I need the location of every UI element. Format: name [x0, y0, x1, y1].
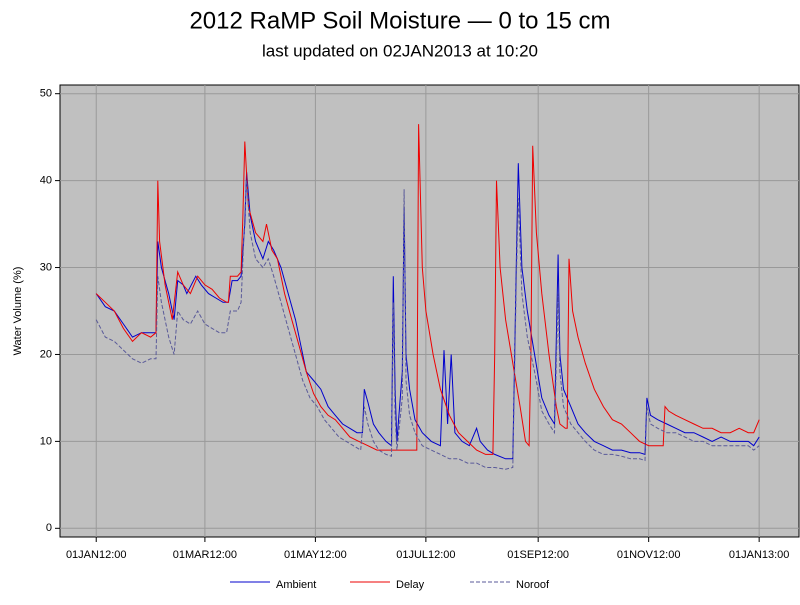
y-tick-label: 40: [40, 175, 52, 187]
y-tick-label: 30: [40, 261, 52, 273]
x-tick-label: 01JAN12:00: [66, 549, 127, 561]
x-tick-label: 01JAN13:00: [729, 549, 790, 561]
y-axis-label: Water Volume (%): [12, 267, 24, 356]
x-tick-label: 01MAR12:00: [173, 549, 237, 561]
series-line: [95, 124, 760, 455]
series-line: [95, 180, 760, 470]
y-tick-label: 20: [40, 348, 52, 360]
y-tick-label: 10: [40, 435, 52, 447]
x-tick-label: 01NOV12:00: [617, 549, 681, 561]
chart-subtitle: last updated on 02JAN2013 at 10:20: [262, 41, 538, 60]
legend-label: Delay: [396, 579, 425, 591]
legend-label: Noroof: [516, 579, 550, 591]
y-tick-label: 0: [46, 522, 52, 534]
x-tick-label: 01MAY12:00: [284, 549, 347, 561]
y-tick-label: 50: [40, 88, 52, 100]
x-tick-label: 01JUL12:00: [396, 549, 455, 561]
legend-label: Ambient: [276, 579, 316, 591]
plot-area: [59, 84, 800, 538]
chart-title: 2012 RaMP Soil Moisture — 0 to 15 cm: [189, 7, 610, 34]
x-tick-label: 01SEP12:00: [507, 549, 569, 561]
